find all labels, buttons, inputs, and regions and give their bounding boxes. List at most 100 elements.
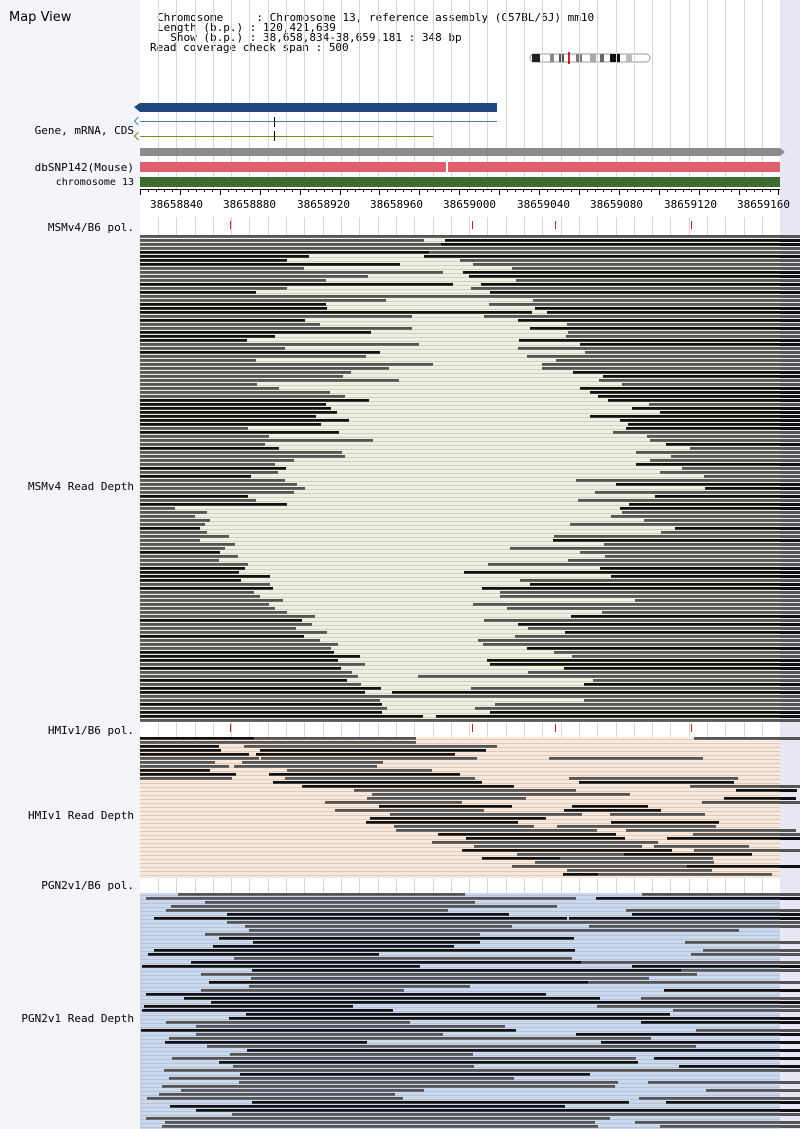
row-guide (140, 747, 780, 748)
read-segment (660, 411, 800, 414)
row-guide (140, 609, 780, 610)
row-guide (140, 525, 780, 526)
row-guide (140, 1003, 780, 1004)
read-segment (597, 1005, 800, 1008)
row-guide (140, 705, 780, 706)
read-segment (473, 263, 800, 266)
row-guide (140, 441, 780, 442)
ruler-tick-label: 38658960 (370, 198, 423, 211)
read-segment (424, 255, 800, 258)
ruler-minor-tick (244, 189, 245, 192)
ruler-minor-tick (563, 189, 564, 192)
read-segment (154, 917, 567, 920)
read-segment (702, 801, 800, 804)
row-guide (140, 553, 780, 554)
read-segment (510, 547, 800, 550)
ruler-minor-tick (467, 189, 468, 192)
read-segment (140, 367, 389, 370)
row-guide (140, 851, 780, 852)
read-segment (495, 703, 800, 706)
row-guide (140, 477, 780, 478)
cds-line[interactable] (140, 136, 433, 137)
msm-depth-panel[interactable] (140, 235, 800, 722)
read-segment (240, 1073, 590, 1076)
read-segment (140, 615, 315, 618)
row-guide (140, 585, 780, 586)
read-segment (572, 805, 648, 808)
row-guide (140, 461, 780, 462)
ruler-minor-tick (212, 189, 213, 192)
dbsnp-bar[interactable] (140, 162, 780, 172)
read-segment (600, 567, 800, 570)
row-guide (140, 545, 780, 546)
read-segment (140, 423, 321, 426)
row-guide (140, 669, 780, 670)
pgn-depth-panel[interactable] (140, 893, 800, 1129)
read-segment (632, 965, 800, 968)
row-guide (140, 779, 780, 780)
read-segment (140, 323, 320, 326)
read-segment (140, 531, 207, 534)
row-guide (140, 1115, 780, 1116)
read-segment (571, 1113, 800, 1116)
read-segment (482, 587, 800, 590)
read-segment (140, 511, 207, 514)
row-guide (140, 979, 780, 980)
read-segment (590, 391, 800, 394)
row-guide (140, 393, 780, 394)
row-guide (140, 923, 780, 924)
gene-track-label: Gene, mRNA, CDS (34, 124, 134, 137)
show-value: 38,658,834-38,659,181 : 348 bp (262, 31, 462, 44)
row-guide (140, 975, 780, 976)
read-segment (141, 1029, 516, 1032)
row-guide (140, 641, 780, 642)
read-segment (576, 1033, 800, 1036)
read-segment (682, 467, 800, 470)
read-segment (227, 913, 509, 916)
read-segment (655, 495, 800, 498)
read-segment (576, 479, 800, 482)
ruler-minor-tick (252, 189, 253, 192)
row-guide (140, 1099, 780, 1100)
read-segment (527, 355, 800, 358)
read-segment (140, 303, 326, 306)
ruler-minor-tick (491, 189, 492, 192)
mrna-line[interactable] (140, 121, 497, 122)
read-segment (367, 797, 526, 800)
read-segment (140, 719, 418, 722)
row-guide (140, 1123, 780, 1124)
row-guide (140, 1071, 780, 1072)
row-guide (140, 261, 780, 262)
read-segment (610, 813, 705, 816)
read-segment (500, 591, 800, 594)
read-segment (140, 487, 305, 490)
read-segment (233, 1065, 474, 1068)
dbsnp-gray-bar[interactable] (140, 148, 780, 156)
read-segment (375, 719, 800, 722)
hmi-depth-panel[interactable] (140, 737, 800, 878)
read-segment (269, 773, 460, 776)
read-segment (542, 367, 800, 370)
ruler-minor-tick (651, 189, 652, 192)
read-segment (580, 551, 800, 554)
row-guide (140, 517, 780, 518)
row-guide (140, 601, 780, 602)
row-guide (140, 1107, 780, 1108)
read-segment (140, 255, 309, 258)
row-guide (140, 1039, 780, 1040)
read-segment (245, 925, 512, 928)
ruler-minor-tick (778, 189, 779, 195)
read-segment (256, 753, 455, 756)
ruler-minor-tick (196, 189, 197, 192)
gene-bar[interactable] (140, 103, 497, 112)
row-guide (140, 971, 780, 972)
read-segment (144, 1005, 353, 1008)
read-segment (354, 789, 576, 792)
read-segment (140, 567, 245, 570)
row-guide (140, 1075, 780, 1076)
read-segment (140, 351, 380, 354)
chromosome-bar[interactable] (140, 177, 780, 187)
read-segment (232, 1113, 574, 1116)
ruler-minor-tick (547, 189, 548, 192)
read-segment (140, 737, 254, 740)
